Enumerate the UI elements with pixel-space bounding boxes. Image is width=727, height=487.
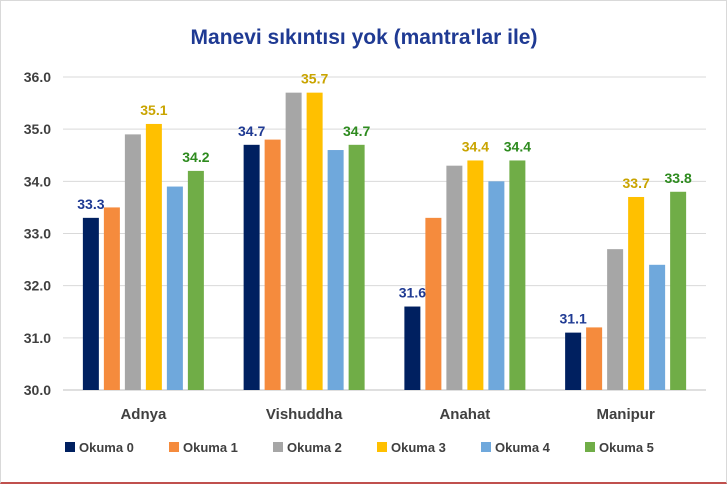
bar-okuma-4-manipur — [649, 264, 666, 390]
legend-entry: Okuma 3 — [391, 440, 446, 455]
bar-okuma-1-vishuddha — [264, 139, 281, 390]
data-label: 31.1 — [560, 311, 587, 327]
legend-swatch — [273, 442, 283, 452]
bar-okuma-1-manipur — [586, 327, 603, 390]
bar-okuma-0-adnya — [82, 217, 99, 390]
legend-entry: Okuma 4 — [495, 440, 551, 455]
legend-entry: Okuma 0 — [79, 440, 134, 455]
legend-swatch — [585, 442, 595, 452]
bar-okuma-3-anahat — [467, 160, 484, 390]
bar-okuma-1-adnya — [103, 207, 120, 390]
x-category-label: Vishuddha — [266, 406, 343, 423]
y-tick-label: 30.0 — [24, 382, 51, 398]
bar-okuma-0-manipur — [565, 332, 582, 390]
bar-okuma-0-anahat — [404, 306, 421, 390]
data-label: 34.4 — [504, 138, 531, 154]
bar-okuma-4-anahat — [488, 181, 505, 390]
data-label: 35.1 — [140, 102, 167, 118]
bar-okuma-0-vishuddha — [243, 144, 260, 390]
data-label: 34.4 — [462, 138, 489, 154]
legend-entry: Okuma 5 — [599, 440, 654, 455]
legend-swatch — [65, 442, 75, 452]
bar-okuma-2-vishuddha — [285, 92, 302, 391]
bar-okuma-2-adnya — [124, 134, 141, 390]
bar-okuma-3-vishuddha — [306, 92, 323, 391]
legend-swatch — [377, 442, 387, 452]
bar-okuma-3-manipur — [628, 196, 645, 390]
x-category-label: Manipur — [596, 406, 654, 423]
chart-title: Manevi sıkıntısı yok (mantra'lar ile) — [191, 26, 538, 49]
y-tick-label: 31.0 — [24, 330, 51, 346]
bar-okuma-4-adnya — [166, 186, 183, 390]
data-labels: 33.3 35.1 34.2 34.7 35.7 34.7 31.6 34.4 34.4 31.1… — [77, 71, 692, 327]
bar-okuma-5-adnya — [187, 170, 204, 390]
legend-entry: Okuma 1 — [183, 440, 238, 455]
y-tick-label: 35.0 — [24, 121, 51, 137]
data-label: 35.7 — [301, 71, 328, 87]
bar-okuma-5-anahat — [509, 160, 526, 390]
legend-entry: Okuma 2 — [287, 440, 342, 455]
y-tick-label: 36.0 — [24, 69, 51, 85]
y-axis: 30.0 31.0 32.0 33.0 34.0 35.0 36.0 — [24, 69, 51, 398]
x-category-label: Adnya — [120, 406, 167, 423]
bar-okuma-5-manipur — [670, 191, 687, 390]
bar-okuma-4-vishuddha — [327, 150, 344, 390]
bar-okuma-5-vishuddha — [348, 144, 365, 390]
bar-okuma-3-adnya — [145, 123, 162, 390]
data-label: 31.6 — [399, 285, 426, 301]
data-label: 33.3 — [77, 196, 104, 212]
bar-okuma-2-manipur — [607, 249, 624, 390]
bar-okuma-1-anahat — [425, 217, 442, 390]
x-category-label: Anahat — [439, 406, 490, 423]
y-tick-label: 33.0 — [24, 226, 51, 242]
data-label: 33.7 — [623, 175, 650, 191]
data-label: 34.7 — [343, 123, 370, 139]
data-label: 33.8 — [665, 170, 692, 186]
data-label: 34.7 — [238, 123, 265, 139]
y-tick-label: 34.0 — [24, 173, 51, 189]
bar-okuma-2-anahat — [446, 165, 463, 390]
legend-swatch — [169, 442, 179, 452]
y-tick-label: 32.0 — [24, 278, 51, 294]
bars — [82, 92, 687, 391]
legend: Okuma 0 Okuma 1 Okuma 2 Okuma 3 Okuma 4 Okuma… — [65, 440, 654, 455]
legend-swatch — [481, 442, 491, 452]
x-axis: Adnya Vishuddha Anahat Manipur — [120, 406, 654, 423]
data-label: 34.2 — [182, 149, 209, 165]
